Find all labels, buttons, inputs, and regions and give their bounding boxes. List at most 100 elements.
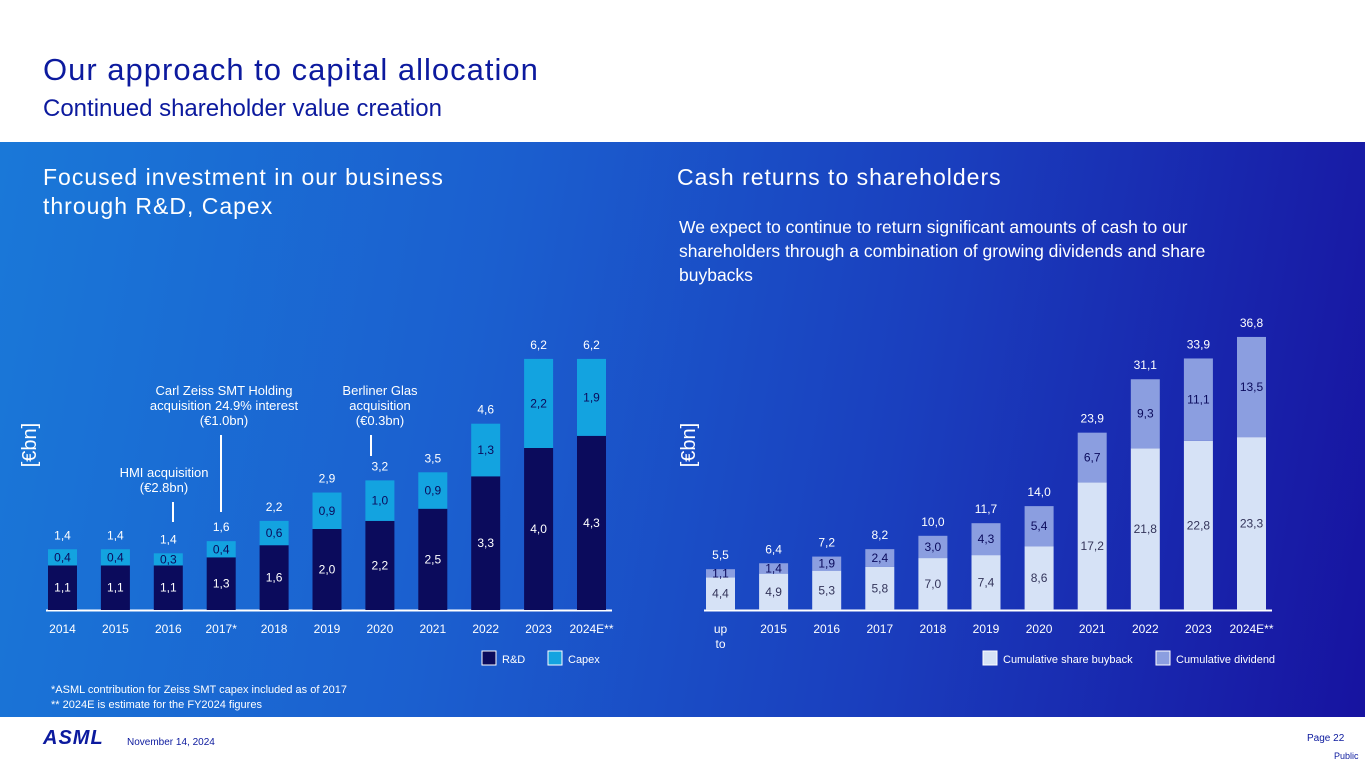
bar-buyback: [971, 555, 1001, 610]
bar-rd: [259, 545, 289, 610]
bar-buyback: [1130, 448, 1160, 610]
bar-capex: [259, 520, 289, 546]
total-label: 1,6: [213, 520, 230, 534]
total-label: 1,4: [160, 532, 177, 546]
data-label-buyback: 7,0: [925, 577, 942, 591]
bar-capex: [153, 553, 183, 566]
legend-swatch-dividend: [1155, 650, 1171, 666]
total-label: 10,0: [921, 515, 945, 529]
x-tick-label: 2023: [525, 622, 552, 636]
x-tick-label: 2014: [49, 622, 76, 636]
bar-dividend: [1024, 506, 1054, 547]
total-label: 4,6: [477, 403, 494, 417]
data-label-buyback: 22,8: [1187, 518, 1211, 532]
x-tick-label: 2019: [973, 622, 1000, 636]
data-label-capex: 1,0: [372, 494, 389, 508]
bar-buyback: [812, 570, 842, 610]
total-label: 2,9: [319, 472, 336, 486]
bar-rd: [471, 476, 501, 610]
bar-buyback: [706, 577, 735, 610]
data-label-dividend: 3,0: [925, 540, 942, 554]
data-label-dividend: 11,1: [1187, 393, 1210, 407]
bar-buyback: [1237, 437, 1266, 610]
x-tick-label: 2016: [155, 622, 182, 636]
bar-rd: [48, 565, 77, 610]
data-label-rd: 2,5: [424, 552, 441, 566]
x-tick-label: 2015: [760, 622, 787, 636]
investment-chart: [€bn] 1,1 0,4 1,4 2014 1,1 0,4 1,4 2015 1,1 0,3 1,4…: [19, 338, 614, 666]
total-label: 6,4: [765, 542, 782, 556]
bar-buyback: [865, 566, 895, 610]
total-label: 6,2: [583, 338, 600, 352]
total-label: 11,7: [975, 502, 998, 516]
bar-rd: [153, 565, 183, 610]
bar-buyback: [1183, 440, 1213, 610]
bar-capex: [206, 541, 236, 558]
data-label-dividend: 13,5: [1240, 380, 1264, 394]
data-label-buyback: 23,3: [1240, 517, 1264, 531]
acquisition-annotation-text: (€2.8bn): [140, 480, 188, 495]
bar-rd: [206, 557, 236, 610]
bar-buyback: [1024, 546, 1054, 610]
left-heading-line1: Focused investment in our business: [43, 164, 444, 190]
total-label: 3,2: [372, 459, 389, 473]
data-label-rd: 3,3: [477, 536, 494, 550]
x-tick-label: 2022: [472, 622, 499, 636]
data-label-dividend: 5,4: [1031, 519, 1048, 533]
data-label-buyback: 8,6: [1031, 571, 1048, 585]
data-label-buyback: 4,4: [712, 587, 729, 601]
acquisition-annotation-text: Carl Zeiss SMT Holding: [155, 383, 292, 398]
data-label-dividend: 9,3: [1137, 407, 1154, 421]
x-tick-label: 2021: [1079, 622, 1106, 636]
left-heading-line2: through R&D, Capex: [43, 193, 274, 219]
bar-rd: [524, 448, 554, 610]
bar-dividend: [706, 569, 735, 578]
total-label: 2,2: [266, 500, 283, 514]
legend-swatch-rd: [481, 650, 497, 666]
bar-capex: [524, 358, 554, 448]
legend-swatch-capex: [547, 650, 563, 666]
footnote-estimate: ** 2024E is estimate for the FY2024 figu…: [51, 699, 262, 711]
data-label-buyback: 17,2: [1081, 539, 1105, 553]
x-tick-label: 2017*: [206, 622, 238, 636]
legend-swatch-buyback: [982, 650, 998, 666]
bar-rd: [365, 520, 395, 610]
acquisition-annotation-text: (€1.0bn): [200, 413, 248, 428]
data-label-dividend: 1,4: [765, 561, 782, 575]
bar-capex: [100, 549, 130, 566]
x-tick-label: 2022: [1132, 622, 1159, 636]
total-label: 36,8: [1240, 316, 1264, 330]
data-label-capex: 0,4: [107, 550, 124, 564]
legend-label-capex: Capex: [568, 654, 600, 666]
bar-buyback: [1077, 482, 1107, 610]
x-tick-label: 2015: [102, 622, 129, 636]
bar-dividend: [1077, 432, 1107, 483]
total-label: 31,1: [1134, 358, 1158, 372]
bar-rd: [312, 529, 342, 610]
data-label-capex: 0,4: [54, 550, 71, 564]
legend-label-dividend: Cumulative dividend: [1176, 654, 1275, 666]
x-tick-label: 2019: [314, 622, 341, 636]
footnote-zeiss: *ASML contribution for Zeiss SMT capex i…: [51, 684, 347, 696]
data-label-capex: 0,9: [424, 484, 441, 498]
page-subtitle: Continued shareholder value creation: [43, 95, 442, 122]
bar-rd: [100, 565, 130, 610]
page-title: Our approach to capital allocation: [43, 52, 539, 87]
data-label-buyback: 21,8: [1134, 522, 1158, 536]
total-label: 1,4: [107, 528, 124, 542]
bar-buyback: [918, 558, 948, 610]
data-label-dividend: 1,1: [712, 566, 729, 580]
bar-dividend: [918, 535, 948, 559]
bar-capex: [312, 492, 342, 529]
bar-dividend: [1130, 379, 1160, 449]
y-axis-label: [€bn]: [678, 423, 700, 467]
total-label: 5,5: [712, 548, 729, 562]
data-label-dividend: 2,4: [871, 551, 888, 565]
bar-dividend: [865, 549, 895, 567]
x-tick-label: 2024E**: [1229, 622, 1273, 636]
x-tick-label: 2016: [813, 622, 840, 636]
data-label-rd: 1,3: [213, 577, 230, 591]
footer-date: November 14, 2024: [127, 737, 215, 748]
x-tick-label: 2020: [367, 622, 394, 636]
x-tick-label: 2024E**: [569, 622, 613, 636]
